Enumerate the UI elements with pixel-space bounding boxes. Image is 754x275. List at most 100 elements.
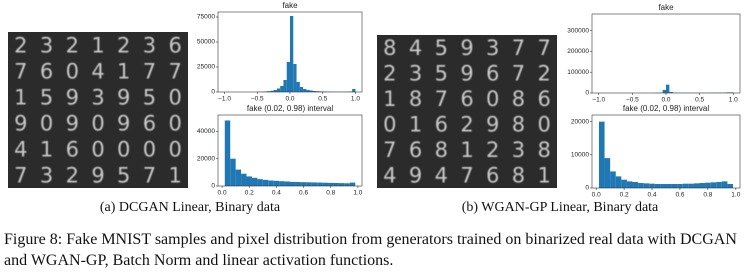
digit: 0 <box>168 137 181 161</box>
digit: 8 <box>435 138 448 162</box>
digit: 2 <box>14 33 27 57</box>
digit: 2 <box>117 33 130 57</box>
histogram-bar <box>705 182 711 188</box>
y-tick-label: 0 <box>211 183 215 190</box>
y-tick-label: 200000 <box>567 48 589 55</box>
digit: 8 <box>512 164 525 188</box>
histogram-bar <box>610 171 616 188</box>
digit: 7 <box>537 36 550 60</box>
histogram-bar <box>688 183 694 188</box>
histogram-bar <box>299 87 304 92</box>
digit: 7 <box>168 59 181 83</box>
digit: 9 <box>117 111 130 135</box>
histogram-bar <box>604 158 611 188</box>
digit: 4 <box>91 59 104 83</box>
histogram-bar <box>280 86 284 92</box>
histogram-bar <box>319 91 323 92</box>
digit: 6 <box>435 113 448 137</box>
histogram-bar <box>671 184 678 188</box>
digit: 7 <box>14 59 27 83</box>
x-tick-label: 0.2 <box>620 192 629 199</box>
digit: 4 <box>14 137 27 161</box>
x-tick-label: 0.0 <box>661 97 670 104</box>
histogram-bar <box>727 184 734 188</box>
digit: 1 <box>460 138 473 162</box>
digit: 6 <box>66 137 79 161</box>
histogram-bar <box>276 88 281 92</box>
digit: 3 <box>40 163 53 187</box>
histogram-bar <box>293 64 297 92</box>
histogram-bar <box>235 169 242 186</box>
digit: 0 <box>66 59 79 83</box>
histogram-bar <box>322 182 329 186</box>
y-tick-label: 50000 <box>197 39 215 46</box>
histogram-bar <box>268 180 274 186</box>
digits: 2 3 2 1 2 3 67 6 0 4 1 7 71 5 9 3 9 5 09 0 9 0 9 6 04 1 6 0 0 0 07 3 2 9 5… <box>14 33 182 187</box>
digit: 7 <box>512 62 525 86</box>
digit: 5 <box>435 36 448 60</box>
digit: 0 <box>486 87 499 111</box>
histogram-title: fake <box>658 3 674 12</box>
digit: 7 <box>435 87 448 111</box>
digit: 5 <box>435 62 448 86</box>
histogram-bar <box>726 92 730 93</box>
histogram-bar <box>721 181 728 188</box>
digit: 6 <box>40 59 53 83</box>
histogram-bar <box>666 184 672 188</box>
y-tick-label: 10000 <box>571 152 589 159</box>
digit: 4 <box>435 164 448 188</box>
histogram-bar <box>632 182 639 188</box>
digit: 1 <box>409 113 422 137</box>
x-tick-label: −1.0 <box>592 97 605 104</box>
histogram-bar <box>290 16 294 92</box>
x-tick-label: −0.5 <box>251 96 264 103</box>
histogram-bar <box>666 84 670 93</box>
sample-grid <box>377 35 557 188</box>
digit: 2 <box>66 163 79 187</box>
digit: 0 <box>40 111 53 135</box>
digit: 7 <box>512 36 525 60</box>
axes-frame <box>591 13 741 94</box>
digit: 8 <box>409 87 422 111</box>
digit: 5 <box>117 163 130 187</box>
digit: 2 <box>66 33 79 57</box>
y-tick-label: 300000 <box>567 27 589 34</box>
digit: 9 <box>460 36 473 60</box>
x-tick-label: 0.4 <box>272 190 281 197</box>
histogram-bar <box>669 91 673 93</box>
histogram-bar <box>660 184 666 188</box>
histogram-bar <box>699 183 706 188</box>
digit: 0 <box>168 111 181 135</box>
figure-caption: Figure 8: Fake MNIST samples and pixel d… <box>4 231 737 269</box>
histogram-bar <box>246 176 252 186</box>
x-tick-label: 0.8 <box>326 190 335 197</box>
histogram-bar <box>615 176 622 188</box>
digit: 3 <box>409 62 422 86</box>
digit: 0 <box>168 85 181 109</box>
histogram-bar <box>349 182 356 186</box>
x-tick-label: 0.6 <box>299 190 308 197</box>
histogram-title: fake (0.02, 0.98) interval <box>247 104 333 113</box>
digit: 5 <box>143 85 156 109</box>
y-tick-label: 40000 <box>197 128 215 135</box>
histogram-bar <box>306 90 310 92</box>
digit: 1 <box>91 33 104 57</box>
histogram-bar <box>295 182 301 186</box>
histogram-bar <box>621 179 627 188</box>
x-tick-label: −0.5 <box>626 97 639 104</box>
digit: 2 <box>537 62 550 86</box>
histogram-bar <box>344 183 350 186</box>
histogram-bar <box>677 184 683 188</box>
digit: 3 <box>40 33 53 57</box>
histogram-bar <box>303 89 307 92</box>
digit: 1 <box>537 164 550 188</box>
histogram-bar <box>312 91 317 92</box>
x-tick-label: 0.0 <box>592 192 601 199</box>
histogram-bar <box>352 89 356 92</box>
digit: 9 <box>66 85 79 109</box>
x-tick-label: 0.8 <box>703 192 712 199</box>
y-tick-label: 25000 <box>197 64 215 71</box>
histogram-bar <box>270 90 274 92</box>
histogram-title: fake (0.02, 0.98) interval <box>623 104 709 113</box>
digit: 4 <box>383 164 396 188</box>
